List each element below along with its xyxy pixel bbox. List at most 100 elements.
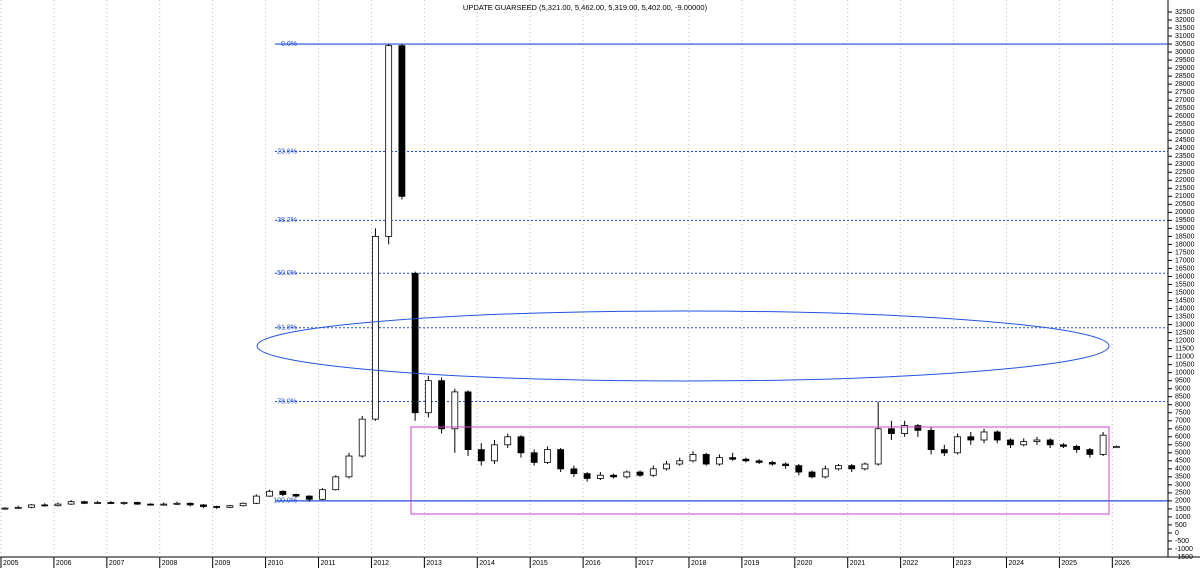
candle-body — [716, 457, 723, 465]
candle-body — [1046, 439, 1054, 446]
y-tick-label: 4500 — [1175, 458, 1191, 465]
axis-labels: -1500-1000-50005001000150020002500300035… — [0, 9, 1195, 568]
x-tick-label: 2012 — [373, 560, 389, 567]
x-tick-label: 2021 — [850, 560, 866, 567]
y-tick-label: 14500 — [1175, 297, 1195, 304]
x-tick-label: 2026 — [1114, 560, 1130, 567]
y-tick-label: 25000 — [1175, 129, 1195, 136]
y-tick-label: 19000 — [1175, 225, 1195, 232]
x-tick-label: 2014 — [479, 560, 495, 567]
candle-body — [689, 454, 697, 462]
candle-body — [94, 502, 102, 504]
x-tick-label: 2020 — [797, 560, 813, 567]
y-tick-label: 5000 — [1175, 450, 1191, 457]
x-tick-label: 2007 — [109, 560, 125, 567]
y-tick-label: 1500 — [1175, 506, 1191, 513]
x-tick-label: 2024 — [1008, 560, 1024, 567]
candle-body — [186, 502, 194, 506]
fib-label: 78.0% — [277, 398, 297, 405]
y-tick-label: 4000 — [1175, 466, 1191, 473]
candle-body — [398, 45, 406, 197]
candle-body — [1, 507, 9, 510]
candle-body — [1007, 439, 1014, 446]
candle-body — [821, 468, 829, 478]
candle-body — [980, 431, 988, 441]
y-tick-label: 30500 — [1175, 41, 1195, 48]
y-tick-label: 27000 — [1175, 97, 1195, 104]
y-tick-label: 21500 — [1175, 185, 1195, 192]
candle-body — [583, 473, 591, 479]
chart-title: UPDATE GUARSEED (5,321.00, 5,462.00, 5,3… — [463, 3, 708, 12]
y-tick-label: 11000 — [1175, 353, 1194, 360]
candle-body — [768, 462, 776, 465]
candle-body — [1020, 441, 1028, 446]
fib-label: 50.0% — [277, 270, 297, 277]
y-tick-label: 2000 — [1175, 498, 1191, 505]
x-tick-label: 2022 — [903, 560, 919, 567]
candle-body — [28, 504, 35, 508]
candle-body — [623, 471, 631, 478]
y-tick-label: 11500 — [1175, 345, 1194, 352]
candle-body — [107, 502, 115, 504]
y-tick-label: 24500 — [1175, 137, 1195, 144]
candle-body — [1073, 445, 1081, 451]
candle-body — [848, 465, 856, 470]
candle-body — [239, 502, 247, 507]
candle-body — [226, 505, 234, 508]
candle-body — [319, 489, 326, 500]
candle-body — [901, 425, 909, 434]
y-tick-label: 20500 — [1175, 201, 1195, 208]
candle-body — [332, 476, 340, 491]
candle-body — [477, 449, 485, 462]
y-tick-label: 7500 — [1175, 410, 1191, 417]
candle-body — [914, 425, 922, 431]
x-tick-label: 2025 — [1061, 560, 1077, 567]
x-tick-label: 2010 — [268, 560, 284, 567]
candle-body — [173, 502, 181, 505]
fib-label: 61.8% — [277, 325, 297, 332]
y-tick-label: 2500 — [1175, 490, 1191, 497]
candle-body — [451, 391, 459, 430]
candle-body — [438, 380, 445, 430]
y-tick-label: 18000 — [1175, 241, 1195, 248]
y-tick-label: 6500 — [1175, 426, 1191, 433]
y-tick-label: 20000 — [1175, 209, 1195, 216]
candle-body — [213, 506, 221, 508]
candle-body — [305, 495, 313, 500]
candle-body — [557, 449, 565, 470]
candle-body — [1060, 444, 1067, 447]
candle-body — [67, 501, 75, 505]
y-tick-label: 22000 — [1175, 177, 1195, 184]
candle-body — [424, 380, 432, 414]
candle-body — [279, 490, 287, 495]
candle-body — [14, 506, 22, 509]
y-tick-label: 500 — [1175, 522, 1187, 529]
x-tick-label: 2019 — [744, 560, 760, 567]
candle-body — [358, 418, 366, 457]
grid — [0, 0, 1113, 557]
y-tick-label: 12000 — [1175, 337, 1195, 344]
candle-body — [649, 468, 657, 476]
candle-body — [888, 428, 895, 434]
y-tick-label: 27500 — [1175, 89, 1195, 96]
x-tick-label: 2013 — [426, 560, 442, 567]
candle-body — [636, 471, 644, 476]
y-tick-label: 10500 — [1175, 361, 1195, 368]
y-tick-label: 8500 — [1175, 394, 1191, 401]
y-tick-label: 21000 — [1175, 193, 1195, 200]
y-tick-label: 13500 — [1175, 313, 1195, 320]
candle-body — [133, 502, 141, 505]
candle-body — [861, 463, 869, 470]
annotation-box — [410, 426, 1110, 515]
y-tick-label: 1000 — [1175, 514, 1191, 521]
candle-body — [292, 494, 300, 497]
candle-body — [411, 272, 419, 414]
candle-body — [874, 428, 882, 465]
y-tick-label: 32000 — [1175, 17, 1195, 24]
y-tick-label: 17000 — [1175, 257, 1195, 264]
y-tick-label: 23000 — [1175, 161, 1195, 168]
candle-body — [676, 460, 684, 465]
y-tick-label: 23500 — [1175, 153, 1195, 160]
x-tick-label: 2006 — [56, 560, 72, 567]
